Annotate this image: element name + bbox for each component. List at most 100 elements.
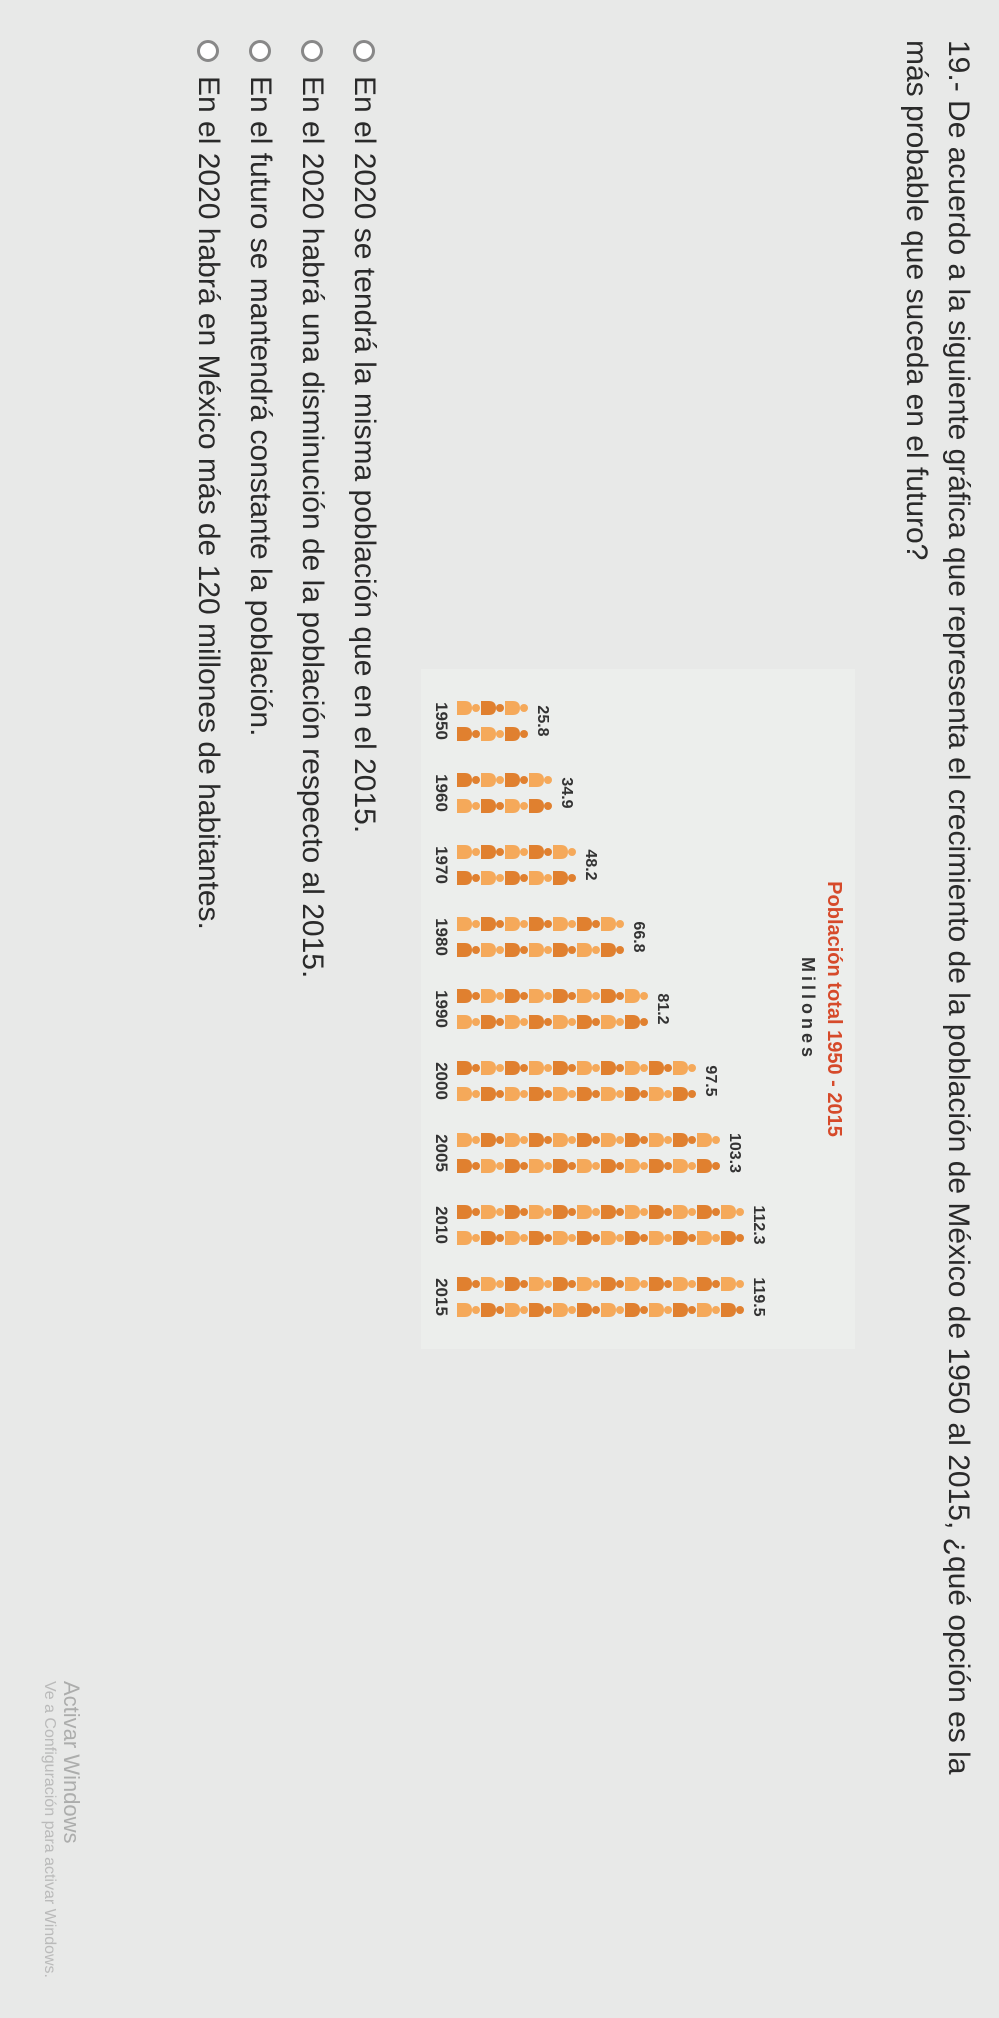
radio-icon[interactable] [353,40,375,62]
person-row [553,909,577,965]
person-row [529,765,553,821]
person-row [649,1125,673,1181]
x-axis-label: 2015 [431,1265,451,1329]
person-icon [505,938,529,962]
person-icon [553,984,577,1008]
person-row [577,1269,601,1325]
person-icon [505,722,529,746]
person-row [697,1125,721,1181]
answer-option[interactable]: En el 2020 habrá una disminución de la p… [295,40,329,1978]
person-icon [457,1128,481,1152]
person-icon [625,1056,649,1080]
person-icon [649,1128,673,1152]
person-row [673,1197,697,1253]
person-icon [457,1010,481,1034]
person-icon [481,722,505,746]
x-axis-label: 1980 [431,905,451,969]
person-row [673,1269,697,1325]
person-row [601,981,625,1037]
person-icon [505,1272,529,1296]
person-icon [481,1154,505,1178]
x-axis-label: 1950 [431,689,451,753]
person-icon [505,794,529,818]
person-icon [577,912,601,936]
person-icon [553,840,577,864]
person-icon [649,1298,673,1322]
bar-body [457,765,553,821]
person-icon [673,1128,697,1152]
person-row [553,981,577,1037]
person-icon [505,840,529,864]
person-icon [649,1082,673,1106]
person-row [721,1197,745,1253]
person-icon [505,866,529,890]
chart-bar: 119.5 [457,1265,767,1329]
option-label: En el 2020 habrá en México más de 120 mi… [191,76,225,930]
chart-bar: 34.9 [457,761,575,825]
person-icon [649,1226,673,1250]
radio-icon[interactable] [249,40,271,62]
person-icon [577,1010,601,1034]
person-icon [553,1272,577,1296]
person-icon [505,912,529,936]
person-row [505,837,529,893]
bar-value-label: 103.3 [725,1133,743,1173]
radio-icon[interactable] [301,40,323,62]
person-row [529,909,553,965]
person-row [697,1269,721,1325]
person-row [601,1269,625,1325]
person-icon [697,1272,721,1296]
person-icon [721,1200,745,1224]
person-row [577,1125,601,1181]
bar-body [457,1269,745,1325]
person-icon [529,1010,553,1034]
person-row [481,693,505,749]
person-row [457,1197,481,1253]
person-icon [673,1298,697,1322]
radio-icon[interactable] [197,40,219,62]
person-icon [601,938,625,962]
person-icon [697,1226,721,1250]
person-icon [721,1226,745,1250]
chart-bar: 25.8 [457,689,551,753]
bar-value-label: 34.9 [557,777,575,808]
person-icon [457,768,481,792]
person-icon [457,1226,481,1250]
chart-title: Población total 1950 - 2015 [822,679,845,1339]
person-icon [481,938,505,962]
person-row [481,909,505,965]
person-icon [577,1272,601,1296]
person-icon [673,1226,697,1250]
person-icon [505,1010,529,1034]
person-icon [457,722,481,746]
person-icon [625,984,649,1008]
person-icon [481,1226,505,1250]
answer-option[interactable]: En el 2020 habrá en México más de 120 mi… [191,40,225,1978]
person-icon [625,1200,649,1224]
chart-bar: 81.2 [457,977,671,1041]
person-icon [505,696,529,720]
bar-body [457,693,529,749]
person-row [601,1053,625,1109]
person-row [481,1125,505,1181]
person-row [529,837,553,893]
person-row [457,765,481,821]
person-icon [457,794,481,818]
person-icon [457,1272,481,1296]
person-icon [505,984,529,1008]
person-row [481,981,505,1037]
x-axis-label: 1970 [431,833,451,897]
bar-body [457,1197,745,1253]
question-line2: más probable que suceda en el futuro? [895,40,937,1978]
person-icon [577,1200,601,1224]
answer-option[interactable]: En el futuro se mantendrá constante la p… [243,40,277,1978]
person-icon [601,1128,625,1152]
person-icon [577,1082,601,1106]
x-axis-label: 2000 [431,1049,451,1113]
answer-option[interactable]: En el 2020 se tendrá la misma población … [347,40,381,1978]
person-row [625,1125,649,1181]
person-row [601,1197,625,1253]
person-row [649,1197,673,1253]
person-icon [457,938,481,962]
person-icon [529,984,553,1008]
